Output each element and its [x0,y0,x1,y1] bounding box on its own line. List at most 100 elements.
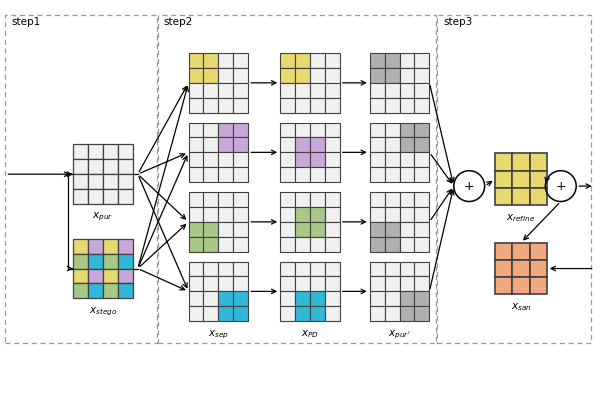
Bar [233,137,248,152]
Bar [370,291,385,306]
Bar [188,152,203,167]
Bar [310,291,325,306]
Text: step2: step2 [164,17,193,27]
Bar [325,152,340,167]
Bar [103,269,118,284]
Bar [158,15,436,343]
Bar [188,137,203,152]
Bar [325,167,340,182]
Bar [325,276,340,291]
Bar [385,98,400,113]
Bar [415,167,430,182]
Bar [218,291,233,306]
Bar [310,98,325,113]
Bar [385,306,400,321]
Bar [325,291,340,306]
Bar [218,152,233,167]
Bar [415,207,430,222]
Bar [218,306,233,321]
Bar [295,122,310,137]
Bar [415,152,430,167]
Bar [103,159,118,174]
Bar [218,98,233,113]
Bar [88,239,103,254]
Bar [218,237,233,252]
Bar [295,192,310,207]
Bar [385,276,400,291]
Text: $x_{pur'}$: $x_{pur'}$ [388,328,411,341]
Bar [295,291,310,306]
Bar [415,83,430,98]
Bar [370,167,385,182]
Bar [233,222,248,237]
Bar [495,170,512,188]
Bar [218,207,233,222]
Bar [280,306,295,321]
Bar [280,83,295,98]
Bar [188,306,203,321]
Text: +: + [556,180,566,193]
Bar [385,53,400,68]
Bar [103,144,118,159]
Bar [530,260,547,277]
Bar [325,222,340,237]
Bar [310,152,325,167]
Bar [103,254,118,269]
Bar [218,167,233,182]
Bar [400,68,415,83]
Bar [280,68,295,83]
Bar [385,237,400,252]
Bar [512,277,530,295]
Bar [325,237,340,252]
Bar [400,207,415,222]
Bar [385,291,400,306]
Bar [370,98,385,113]
Bar [400,261,415,276]
Text: $x_{san}$: $x_{san}$ [511,301,532,313]
Bar [415,53,430,68]
Bar [370,68,385,83]
Bar [233,152,248,167]
Bar [280,222,295,237]
Bar [370,237,385,252]
Bar [103,189,118,204]
Bar [280,137,295,152]
Bar [295,222,310,237]
Bar [310,122,325,137]
Bar [310,207,325,222]
Bar [370,306,385,321]
Bar [295,137,310,152]
Bar [295,276,310,291]
Bar [310,167,325,182]
Bar [118,269,133,284]
Bar [118,159,133,174]
Text: $x_{sep}$: $x_{sep}$ [208,328,229,341]
Bar [233,261,248,276]
Bar [530,188,547,205]
Bar [370,192,385,207]
Bar [295,261,310,276]
Bar [415,237,430,252]
Bar [495,243,512,260]
Bar [325,53,340,68]
Bar [88,174,103,189]
Text: $x_{stego}$: $x_{stego}$ [89,305,117,318]
Bar [325,261,340,276]
Bar [400,167,415,182]
Bar [295,53,310,68]
Bar [233,167,248,182]
Bar [385,207,400,222]
Bar [203,261,218,276]
Bar [73,189,88,204]
Bar [203,306,218,321]
Bar [415,276,430,291]
Bar [188,68,203,83]
Bar [295,98,310,113]
Bar [370,83,385,98]
Bar [88,254,103,269]
Bar [203,222,218,237]
Bar [370,137,385,152]
Bar [103,284,118,298]
Bar [415,137,430,152]
Bar [310,261,325,276]
